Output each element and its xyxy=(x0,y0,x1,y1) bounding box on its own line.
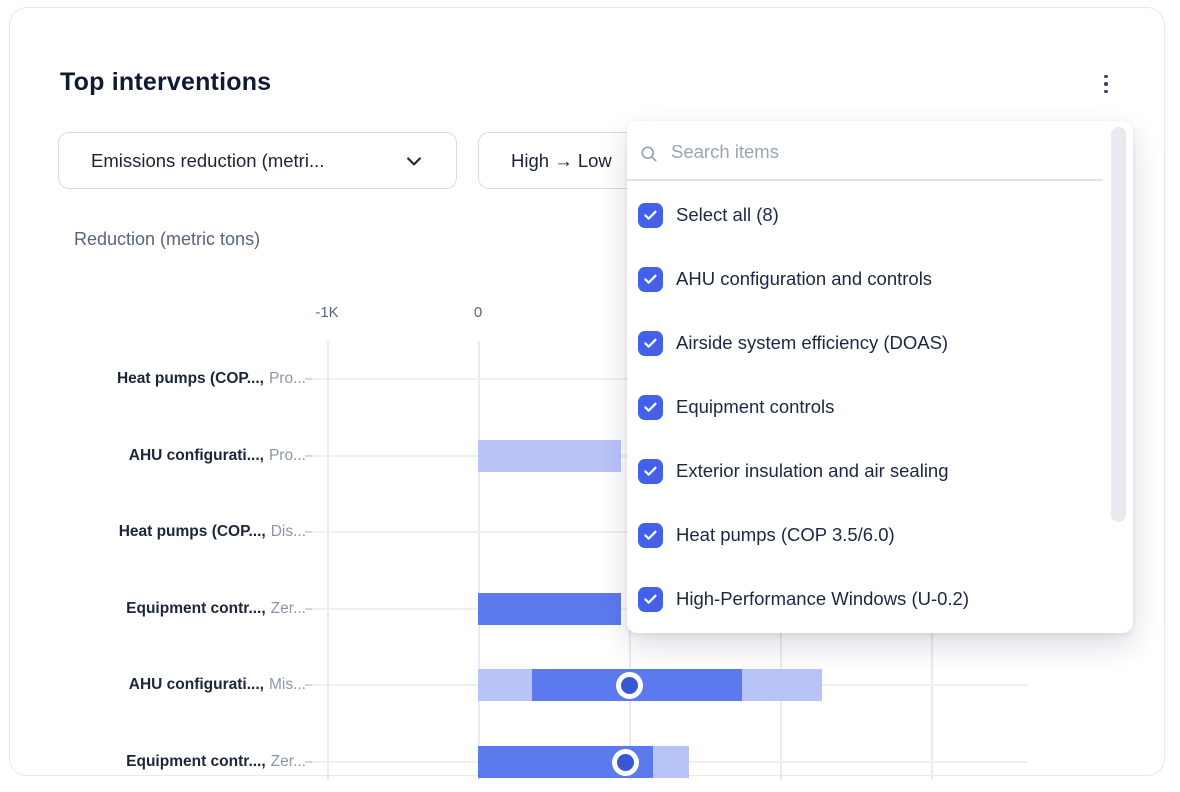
dropdown-item-label: High-Performance Windows (U-0.2) xyxy=(676,588,970,609)
top-interventions-card: Top interventions Emissions reduction (m… xyxy=(9,7,1165,780)
dropdown-item-label: AHU configuration and controls xyxy=(676,268,933,289)
row-label: AHU configurati..., Pro... xyxy=(44,445,306,467)
checkbox-checked-icon[interactable] xyxy=(638,394,663,420)
scrollbar-thumb[interactable] xyxy=(1111,127,1126,522)
checkbox-checked-icon[interactable] xyxy=(638,330,663,356)
axis-tick-label: -1K xyxy=(315,304,339,321)
axis-tick-label: 0 xyxy=(473,304,483,321)
dropdown-item[interactable]: Select all (8) xyxy=(638,199,779,231)
row-label-scenario: Zer... xyxy=(270,600,306,617)
dropdown-item-label: Exterior insulation and air sealing xyxy=(676,460,949,481)
grid-vline xyxy=(478,341,480,780)
checkbox-checked-icon[interactable] xyxy=(638,202,663,228)
kebab-dot xyxy=(1104,89,1108,94)
row-label: Equipment contr..., Zer... xyxy=(44,598,306,620)
dropdown-item[interactable]: Exterior insulation and air sealing xyxy=(638,455,949,487)
row-label-intervention: AHU configurati..., xyxy=(128,447,264,464)
tick-dash xyxy=(305,531,312,533)
checkbox-checked-icon[interactable] xyxy=(638,266,663,292)
kebab-dot xyxy=(1104,74,1108,79)
dropdown-item-label: Heat pumps (COP 3.5/6.0) xyxy=(676,524,895,545)
search-input[interactable] xyxy=(669,137,1073,167)
bar-segment[interactable] xyxy=(742,669,823,701)
row-label: Heat pumps (COP..., Dis... xyxy=(44,521,306,543)
metric-select-value: Emissions reduction (metri... xyxy=(91,149,325,171)
tick-dash xyxy=(305,608,312,610)
divider xyxy=(627,179,1103,181)
kebab-dot xyxy=(1104,82,1108,86)
row-label-intervention: Heat pumps (COP..., xyxy=(118,523,266,540)
axis-title: Reduction (metric tons) xyxy=(74,229,261,249)
tick-dash xyxy=(305,684,312,686)
filter-dropdown-panel: Select all (8) AHU configuration and cont… xyxy=(627,121,1133,633)
kebab-menu-icon[interactable] xyxy=(1093,70,1119,98)
bar-segment[interactable] xyxy=(653,746,690,778)
grid-vline xyxy=(327,341,329,780)
row-label: AHU configurati..., Mis... xyxy=(44,674,306,696)
dropdown-item[interactable]: High-Performance Windows (U-0.2) xyxy=(638,583,969,615)
sort-select-value: High → Low xyxy=(511,149,612,171)
chevron-down-icon xyxy=(407,156,421,165)
tick-dash xyxy=(305,761,312,763)
row-label-intervention: AHU configurati..., xyxy=(128,676,264,693)
dropdown-item[interactable]: AHU configuration and controls xyxy=(638,263,932,295)
marker-dot[interactable] xyxy=(615,671,643,699)
bar-segment[interactable] xyxy=(478,440,622,472)
bar-segment[interactable] xyxy=(478,669,533,701)
row-label: Heat pumps (COP..., Pro... xyxy=(44,368,306,390)
row-label-intervention: Equipment contr..., xyxy=(126,600,266,617)
dropdown-item-label: Airside system efficiency (DOAS) xyxy=(676,332,949,353)
row-label-scenario: Mis... xyxy=(268,676,306,693)
row-label-scenario: Pro... xyxy=(268,447,306,464)
checkbox-checked-icon[interactable] xyxy=(638,458,663,484)
row-label-intervention: Heat pumps (COP..., xyxy=(116,370,264,387)
dropdown-item[interactable]: Heat pumps (COP 3.5/6.0) xyxy=(638,519,895,551)
tick-dash xyxy=(305,378,312,380)
marker-dot-inner xyxy=(617,753,635,771)
marker-dot[interactable] xyxy=(612,748,640,776)
dropdown-item-label: Equipment controls xyxy=(676,396,835,417)
metric-select[interactable]: Emissions reduction (metri... xyxy=(58,132,457,189)
row-label-scenario: Zer... xyxy=(270,753,306,770)
search-icon xyxy=(641,146,657,162)
row-label: Equipment contr..., Zer... xyxy=(44,751,306,773)
checkbox-checked-icon[interactable] xyxy=(638,586,663,612)
row-label-scenario: Pro... xyxy=(268,370,306,387)
checkbox-checked-icon[interactable] xyxy=(638,522,663,548)
tick-dash xyxy=(305,455,312,457)
row-label-scenario: Dis... xyxy=(270,523,306,540)
bar-segment[interactable] xyxy=(478,593,622,625)
marker-dot-inner xyxy=(620,676,638,694)
row-label-intervention: Equipment contr..., xyxy=(126,753,266,770)
card-title: Top interventions xyxy=(60,68,272,96)
dropdown-item[interactable]: Airside system efficiency (DOAS) xyxy=(638,327,948,359)
dropdown-item[interactable]: Equipment controls xyxy=(638,391,834,423)
dropdown-item-label: Select all (8) xyxy=(676,204,779,225)
